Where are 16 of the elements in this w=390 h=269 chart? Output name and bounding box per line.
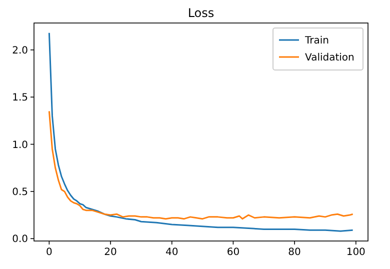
chart-title: Loss — [188, 6, 214, 20]
x-tick-label: 20 — [104, 247, 117, 258]
legend-label: Validation — [305, 52, 354, 64]
x-tick-label: 40 — [165, 247, 178, 258]
y-tick-label: 1.0 — [12, 140, 28, 151]
y-tick-label: 1.5 — [12, 92, 28, 104]
x-tick-label: 100 — [346, 247, 366, 258]
x-tick-label: 0 — [46, 247, 52, 258]
y-tick-label: 0.5 — [12, 186, 28, 198]
y-tick-label: 2.0 — [12, 45, 28, 56]
legend-label: Train — [304, 36, 329, 46]
line-series — [48, 32, 354, 232]
x-tick-label: 80 — [288, 247, 301, 258]
line-series — [48, 110, 354, 220]
y-tick-label: 0.0 — [12, 234, 28, 246]
x-tick-label: 60 — [226, 247, 240, 258]
